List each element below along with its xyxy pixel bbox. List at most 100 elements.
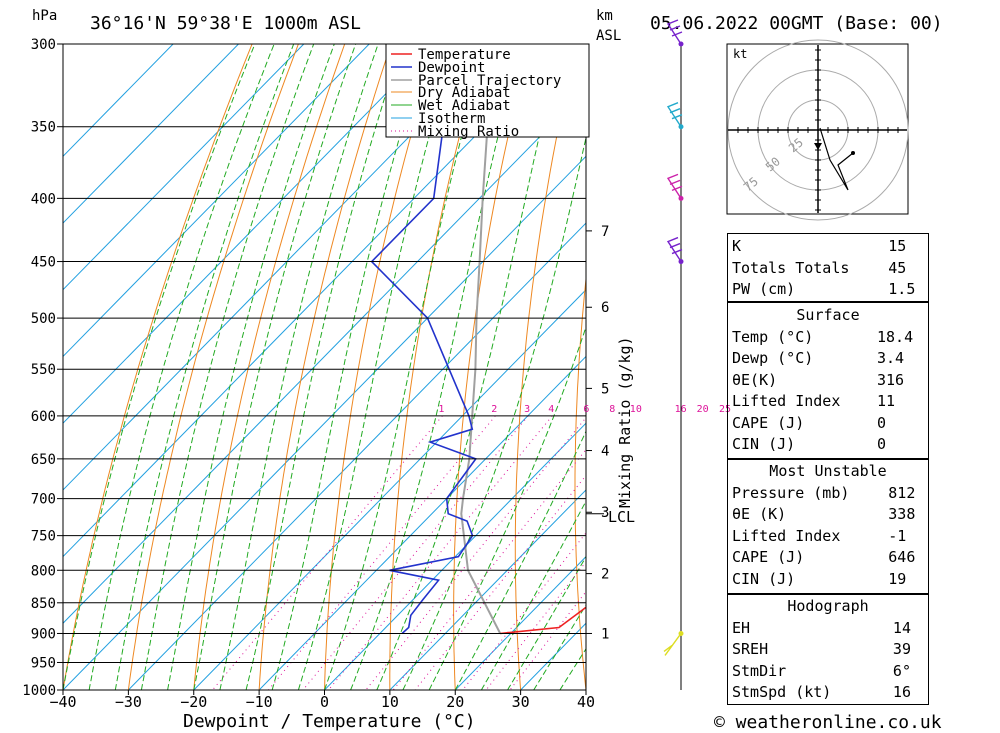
x-tick-label: −10 <box>246 693 273 711</box>
index-value: 316 <box>877 370 905 389</box>
index-value: 16 <box>892 683 911 701</box>
legend-mixing-ratio: Mixing Ratio <box>418 124 519 140</box>
wet-adiabat-line <box>480 500 586 690</box>
hodograph-title: Hodograph <box>787 597 869 615</box>
x-tick-label: 10 <box>381 693 399 711</box>
index-label: Totals Totals <box>732 258 850 277</box>
index-label: θE(K) <box>732 370 778 389</box>
isotherm-line <box>63 88 586 624</box>
most-unstable-title: Most Unstable <box>769 462 887 480</box>
isotherm-line <box>63 44 174 158</box>
y-tick-label: 300 <box>31 37 56 53</box>
x-tick-label: 40 <box>577 693 595 711</box>
hodograph-endpoint <box>851 151 855 155</box>
index-label: SREH <box>732 640 769 658</box>
wet-adiabat-line <box>245 44 403 690</box>
wet-adiabat-line <box>350 44 522 690</box>
index-label: θE (K) <box>732 505 787 523</box>
mixing-ratio-label: 3 <box>524 404 530 415</box>
y-tick-label: 650 <box>31 452 56 468</box>
index-value: 812 <box>888 483 916 502</box>
dry-adiabat-line <box>689 44 717 690</box>
x-tick-label: −40 <box>49 693 76 711</box>
y-tick-label: 900 <box>31 626 56 642</box>
x-axis-title: Dewpoint / Temperature (°C) <box>183 711 476 732</box>
wet-adiabat-line <box>297 44 456 690</box>
legend-temperature: Temperature <box>418 47 511 63</box>
index-row: Dewp (°C) 3.4 <box>728 348 928 370</box>
isotherm-line <box>63 44 435 424</box>
wet-adiabat-line <box>140 44 315 690</box>
x-tick-label: 30 <box>512 693 530 711</box>
wind-profile <box>663 19 684 690</box>
index-value: 15 <box>888 237 907 255</box>
index-label: StmSpd (kt) <box>732 683 832 701</box>
index-row: CAPE (J) 0 <box>728 413 928 435</box>
dry-adiabat-line <box>946 44 1000 690</box>
index-label: Dewp (°C) <box>732 349 814 367</box>
legend-parcel: Parcel Trajectory <box>418 73 561 89</box>
wet-adiabat-line <box>114 44 295 690</box>
km-tick-label: 3 <box>601 505 609 521</box>
location-title: 36°16'N 59°38'E 1000m ASL <box>90 13 361 34</box>
isotherm-line <box>63 44 305 291</box>
index-label: Pressure (mb) <box>732 483 850 502</box>
y-tick-label: 500 <box>31 311 56 327</box>
wind-barb <box>666 236 683 262</box>
y-tick-label: 1000 <box>22 683 56 699</box>
index-label: CAPE (J) <box>732 548 805 566</box>
lcl-label: LCL <box>608 508 635 526</box>
hpa-label: hPa <box>32 8 57 24</box>
index-value: 18.4 <box>877 327 914 346</box>
x-tick-label: −30 <box>115 693 142 711</box>
index-value: 3.4 <box>877 349 905 367</box>
index-value: 45 <box>888 258 907 277</box>
mixing-ratio-label: 6 <box>583 404 589 415</box>
y-tick-label: 350 <box>31 120 56 136</box>
storm-motion-marker <box>814 143 822 150</box>
wind-barb <box>666 173 683 199</box>
wet-adiabat-line <box>271 44 428 690</box>
wind-barb <box>663 633 682 656</box>
isotherm-line <box>324 422 586 690</box>
legend-dry-adiabat: Dry Adiabat <box>418 85 511 101</box>
index-row: θE (K) 338 <box>728 504 928 526</box>
mixing-ratio-label: 8 <box>609 404 615 415</box>
hodograph-box: Hodograph EH 14 SREH 39 StmDir 6° StmSpd (k… <box>727 593 929 705</box>
index-label: StmDir <box>732 661 787 680</box>
datetime-title: 05.06.2022 00GMT (Base: 00) <box>650 13 943 34</box>
legend: Temperature Dewpoint Parcel Trajectory D… <box>385 43 590 140</box>
isotherm-line <box>63 44 370 358</box>
index-value: 39 <box>892 640 911 658</box>
index-label: CIN (J) <box>732 435 796 453</box>
index-value: 14 <box>892 618 911 637</box>
wet-adiabat-line <box>88 44 275 690</box>
index-value: 338 <box>888 505 916 523</box>
index-row: θE(K) 316 <box>728 370 928 392</box>
mixing-ratio-label: 4 <box>548 404 554 415</box>
mixing-ratio-label: 25 <box>719 404 731 415</box>
mixing-ratio-axis-title: Mixing Ratio (g/kg) <box>616 336 634 508</box>
legend-wet-adiabat: Wet Adiabat <box>418 98 511 114</box>
km-tick-label: 2 <box>601 567 609 583</box>
index-label: CIN (J) <box>732 569 796 588</box>
y-tick-label: 450 <box>31 255 56 271</box>
index-value: 11 <box>877 392 896 410</box>
wind-barb <box>666 102 683 128</box>
x-tick-label: 20 <box>446 693 464 711</box>
wet-adiabat-line <box>63 44 256 690</box>
mixing-ratio-label: 20 <box>697 404 709 415</box>
index-label: EH <box>732 618 751 637</box>
index-row: CIN (J) 0 <box>728 434 928 456</box>
y-tick-label: 800 <box>31 563 56 579</box>
index-label: PW (cm) <box>732 280 796 298</box>
dry-adiabat-line <box>453 44 531 690</box>
mixing-ratio-label: 2 <box>491 404 497 415</box>
legend-isotherm: Isotherm <box>418 111 485 127</box>
index-row: K 15 <box>728 236 928 258</box>
surface-title: Surface <box>796 306 860 324</box>
index-label: K <box>732 237 742 255</box>
dry-adiabat-line <box>633 44 669 690</box>
wet-adiabat-line <box>402 135 586 690</box>
